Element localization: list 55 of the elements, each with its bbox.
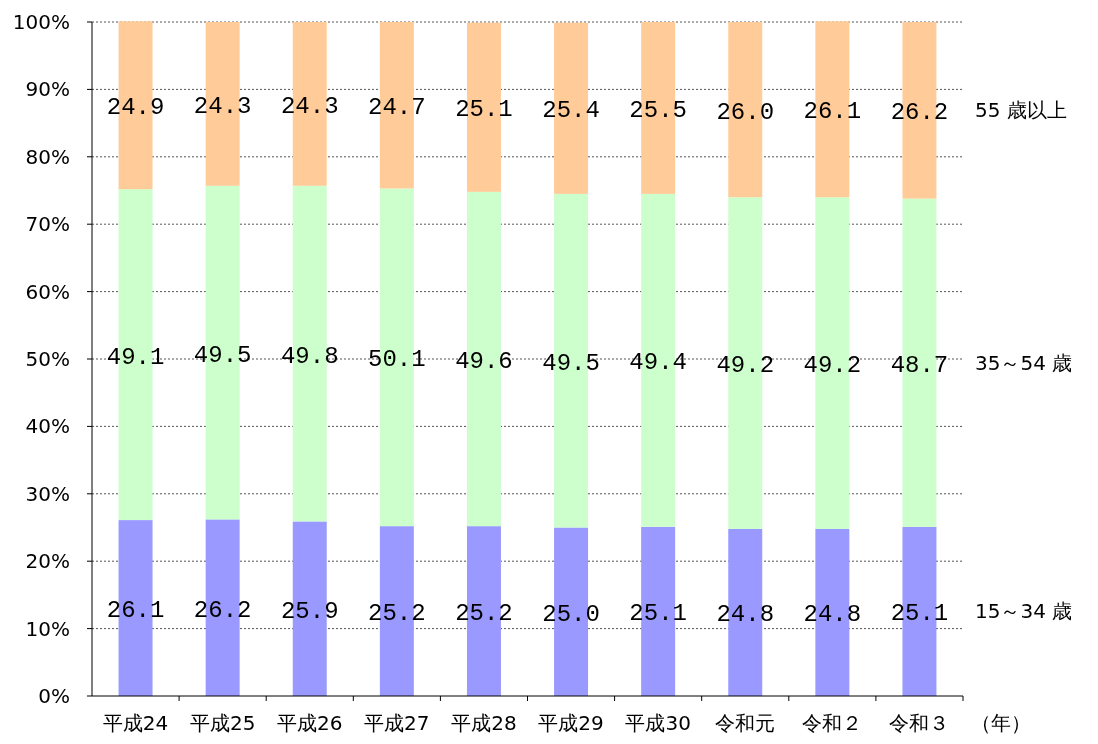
x-tick-label: 平成29 [538,711,604,735]
y-tick-label: 70% [25,212,70,237]
y-tick-label: 10% [25,616,70,641]
y-tick-label: 50% [25,347,70,371]
data-label: 49.5 [193,341,252,369]
y-tick-label: 40% [25,414,70,439]
data-label: 49.8 [280,342,339,370]
x-tick-label: 令和元 [715,711,776,735]
data-label: 24.7 [368,94,426,122]
data-label: 24.3 [280,92,339,120]
x-tick-label: 令和２ [802,711,863,735]
series-label: 35～54 歳 [975,350,1073,375]
y-tick-label: 100% [12,10,70,34]
x-tick-label: 令和３ [889,711,950,735]
data-label: 24.9 [106,94,165,122]
data-label: 26.1 [106,597,165,625]
data-label: 49.2 [803,352,862,380]
data-label: 25.2 [455,600,513,628]
y-tick-label: 30% [25,481,70,506]
x-tick-label: 平成26 [277,711,343,735]
data-label: 24.3 [193,92,252,120]
x-tick-label: 平成25 [189,711,256,735]
x-tick-label: 平成30 [625,711,691,735]
data-label: 25.4 [542,97,600,125]
data-label: 25.0 [542,600,600,628]
data-label: 25.9 [280,597,339,625]
x-tick-label: 平成27 [364,711,430,735]
data-label: 25.1 [455,96,513,124]
y-tick-label: 60% [25,279,70,304]
data-label: 26.1 [803,98,862,126]
x-tick-label: 平成24 [102,711,169,735]
x-tick-label: 平成28 [451,711,517,735]
series-label: 55 歳以上 [975,98,1067,123]
y-tick-label: 0% [38,684,70,708]
data-label: 48.7 [890,351,949,379]
data-label: 49.1 [106,343,165,371]
data-label: 25.1 [629,600,687,628]
series-label: 15～34 歳 [975,599,1073,624]
y-tick-label: 80% [25,144,70,169]
data-label: 50.1 [368,346,426,374]
data-label: 24.8 [716,601,775,629]
data-label: 26.2 [193,596,252,624]
y-tick-label: 20% [25,549,70,574]
data-label: 25.2 [368,600,426,628]
data-label: 25.1 [890,600,949,628]
data-label: 25.5 [629,96,687,124]
data-label: 49.5 [542,349,600,377]
data-label: 24.8 [803,601,862,629]
data-label: 49.2 [716,352,775,380]
data-label: 26.2 [890,99,949,127]
data-label: 49.6 [455,348,513,375]
y-tick-label: 90% [25,77,70,102]
data-label: 49.4 [629,349,687,377]
x-axis-title: （年） [971,711,1031,735]
data-label: 26.0 [716,98,775,126]
